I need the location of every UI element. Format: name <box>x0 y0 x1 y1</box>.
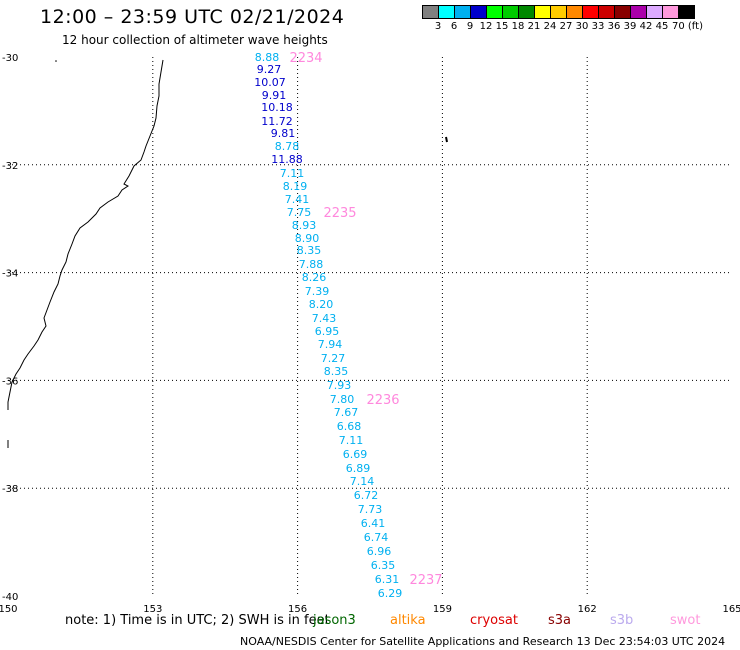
scale-label: 9 <box>466 21 474 32</box>
island <box>445 136 448 143</box>
latitude-label: -40 <box>2 592 18 603</box>
time-label: 2235 <box>323 206 356 221</box>
wave-height-label: 7.11 <box>280 167 305 180</box>
wave-height-label: 10.18 <box>261 101 293 114</box>
scale-label: 39 <box>623 21 637 32</box>
scale-label: 33 <box>591 21 605 32</box>
wave-height-label: 7.14 <box>350 475 375 488</box>
satellite-label-altika: altika <box>390 613 426 628</box>
wave-height-label: 8.19 <box>283 180 308 193</box>
wave-height-label: 8.88 <box>255 51 280 64</box>
color-scale <box>422 5 695 19</box>
longitude-label: 153 <box>143 604 162 615</box>
scale-label: 45 <box>655 21 669 32</box>
wave-height-label: 7.67 <box>334 406 359 419</box>
wave-height-label: 8.90 <box>295 232 320 245</box>
wave-height-label: 7.94 <box>318 338 343 351</box>
longitude-label: 159 <box>433 604 452 615</box>
wave-height-label: 7.27 <box>321 352 346 365</box>
wave-height-label: 6.29 <box>378 587 403 600</box>
scale-label: 6 <box>450 21 458 32</box>
wave-height-label: 8.20 <box>309 298 334 311</box>
wave-height-label: 9.27 <box>257 63 282 76</box>
wave-height-label: 7.39 <box>305 285 330 298</box>
wave-height-label: 7.93 <box>327 379 352 392</box>
satellite-label-s3a: s3a <box>548 613 572 628</box>
wave-height-label: 7.75 <box>287 206 312 219</box>
scale-label: 18 <box>511 21 525 32</box>
wave-height-label: 8.78 <box>275 140 300 153</box>
time-label: 2237 <box>409 573 442 588</box>
latitude-label: -38 <box>2 484 18 495</box>
footer-note: note: 1) Time is in UTC; 2) SWH is in fe… <box>65 613 330 628</box>
scale-label: 12 <box>479 21 493 32</box>
scale-label: 70 (ft) <box>672 21 703 32</box>
credit-line: NOAA/NESDIS Center for Satellite Applica… <box>240 635 726 648</box>
satellite-label-cryosat: cryosat <box>470 613 518 628</box>
scale-label: 27 <box>559 21 573 32</box>
wave-height-label: 10.07 <box>254 76 286 89</box>
wave-height-label: 7.11 <box>339 434 364 447</box>
scale-label: 24 <box>543 21 557 32</box>
island <box>55 60 57 62</box>
scale-label: 42 <box>639 21 653 32</box>
wave-height-label: 6.31 <box>375 573 400 586</box>
latitude-label: -36 <box>2 376 18 387</box>
longitude-label: 156 <box>288 604 307 615</box>
longitude-label: 150 <box>0 604 18 615</box>
wave-height-label: 9.81 <box>271 127 296 140</box>
wave-height-label: 7.41 <box>285 193 310 206</box>
scale-label: 3 <box>434 21 442 32</box>
longitude-label: 165 <box>722 604 740 615</box>
wave-height-label: 11.72 <box>261 115 293 128</box>
time-label: 2234 <box>289 51 322 66</box>
time-label: 2236 <box>366 393 399 408</box>
latitude-label: -32 <box>2 161 18 172</box>
satellite-label-swot: swot <box>670 613 701 628</box>
wave-height-label: 6.89 <box>346 462 371 475</box>
coastline <box>7 59 164 410</box>
wave-height-label: 8.93 <box>292 219 317 232</box>
wave-height-label: 7.73 <box>358 503 383 516</box>
wave-height-label: 8.35 <box>297 244 322 257</box>
wave-height-label: 6.35 <box>371 559 396 572</box>
longitude-label: 162 <box>578 604 597 615</box>
wave-height-label: 7.80 <box>330 393 355 406</box>
latitude-label: -30 <box>2 53 18 64</box>
wave-height-label: 6.74 <box>364 531 389 544</box>
satellite-label-s3b: s3b <box>610 613 634 628</box>
map-title: 12:00 – 23:59 UTC 02/21/2024 <box>40 6 345 28</box>
wave-height-label: 7.88 <box>299 258 324 271</box>
wave-height-label: 8.26 <box>302 271 327 284</box>
wave-height-label: 9.91 <box>262 89 287 102</box>
scale-label: 21 <box>527 21 541 32</box>
wave-height-label: 6.96 <box>367 545 392 558</box>
scale-label: 30 <box>575 21 589 32</box>
satellite-label-jason3: jason3 <box>313 613 356 628</box>
scale-swatch <box>678 5 695 19</box>
wave-height-label: 11.88 <box>271 153 303 166</box>
wave-height-label: 6.68 <box>337 420 362 433</box>
scale-label: 15 <box>495 21 509 32</box>
latitude-label: -34 <box>2 269 18 280</box>
wave-height-label: 6.72 <box>354 489 379 502</box>
map-subtitle: 12 hour collection of altimeter wave hei… <box>62 33 328 47</box>
wave-height-label: 6.41 <box>361 517 386 530</box>
wave-height-label: 8.35 <box>324 365 349 378</box>
wave-height-label: 6.95 <box>315 325 340 338</box>
scale-label: 36 <box>607 21 621 32</box>
wave-height-label: 6.69 <box>343 448 368 461</box>
wave-height-label: 7.43 <box>312 312 337 325</box>
